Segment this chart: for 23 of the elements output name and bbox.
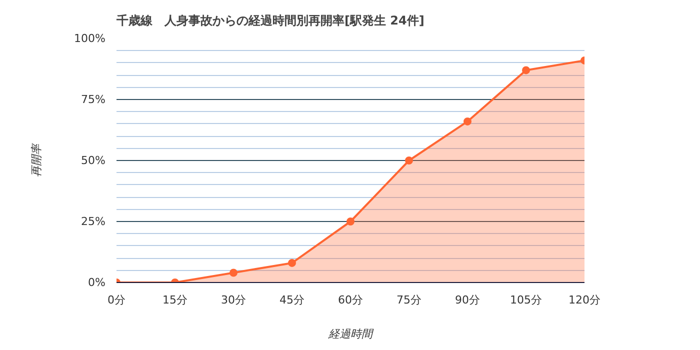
y-tick-label: 100% [74, 32, 106, 45]
y-tick-label: 25% [81, 215, 106, 228]
x-tick-label: 90分 [455, 294, 480, 306]
x-tick-label: 75分 [396, 294, 422, 306]
x-tick-label: 105分 [510, 294, 542, 306]
chart-title: 千歳線 人身事故からの経過時間別再開率[駅発生 24件] [116, 14, 424, 28]
x-tick-label: 45分 [280, 294, 304, 306]
x-tick-label: 120分 [568, 294, 600, 306]
point [405, 156, 413, 164]
point [522, 66, 530, 74]
y-tick-label: 0% [88, 276, 106, 289]
x-tick-label: 30分 [221, 294, 246, 306]
x-axis-title: 経過時間 [328, 328, 374, 340]
point [288, 258, 296, 267]
x-tick-label: 60分 [338, 294, 363, 306]
point [346, 218, 354, 226]
point [230, 268, 238, 277]
x-tick-label: 0分 [108, 294, 126, 306]
x-tick-label: 15分 [162, 294, 188, 306]
point [464, 117, 472, 126]
y-tick-label: 75% [81, 93, 106, 106]
y-tick-label: 50% [81, 154, 106, 167]
y-axis-title: 再開率 [30, 143, 44, 177]
